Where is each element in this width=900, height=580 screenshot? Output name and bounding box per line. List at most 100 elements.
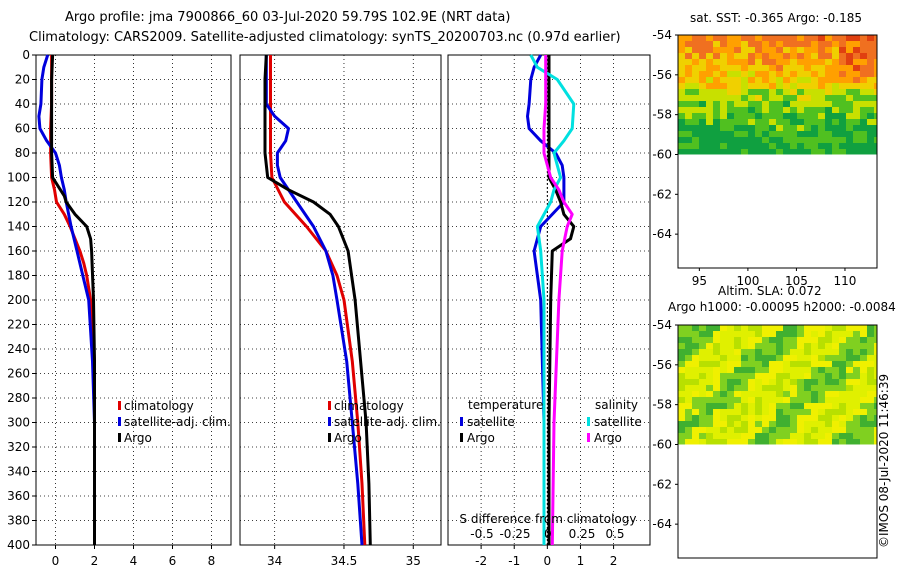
map-cell [706,131,713,137]
map-cell [713,337,720,343]
map-cell [783,137,790,143]
map-cell [713,149,720,155]
map-cell [860,397,867,403]
xlabel: S difference from climatology [460,512,637,526]
map-cell [846,47,853,53]
map-cell [720,415,727,421]
map-cell [706,77,713,83]
map-cell [734,83,741,89]
map-cell [860,343,867,349]
map-cell [727,325,734,331]
map-cell [797,65,804,71]
map-cell [818,41,825,47]
map-cell [762,101,769,107]
map-cell [874,41,877,47]
map-cell [769,35,776,41]
map-cell [748,119,755,125]
map-cell [860,119,867,125]
map-cell [720,385,727,391]
map-cell [720,53,727,59]
map-cell [734,65,741,71]
map-cell [825,113,832,119]
map-cell [734,361,741,367]
map-cell [846,113,853,119]
map-cell [741,59,748,65]
map-cell [727,355,734,361]
map-cell [790,403,797,409]
map-cell [678,35,685,41]
map-cell [790,433,797,439]
map-cell [818,149,825,155]
map-cell [734,379,741,385]
map-cell [860,35,867,41]
map-cell [755,355,762,361]
map-cell [692,41,699,47]
map-cell [678,439,685,445]
map-cell [867,77,874,83]
map-cell [860,83,867,89]
map-cell [783,337,790,343]
map-cell [797,415,804,421]
map-cell [867,83,874,89]
map-cell [818,35,825,41]
map-cell [692,373,699,379]
map-cell [832,361,839,367]
map-cell [853,71,860,77]
map-cell [727,439,734,445]
map-x-tick-label: 105 [785,274,808,288]
map-cell [776,337,783,343]
map-cell [741,113,748,119]
map-cell [874,373,877,379]
map-cell [685,119,692,125]
map-cell [783,433,790,439]
map-cell [811,71,818,77]
map-cell [825,131,832,137]
map-cell [825,397,832,403]
map-cell [755,89,762,95]
map-cell [860,95,867,101]
map-cell [692,83,699,89]
map-cell [685,337,692,343]
map-cell [797,367,804,373]
map-cell [818,89,825,95]
map-cell [685,355,692,361]
map-cell [692,385,699,391]
map-cell [818,427,825,433]
map-cell [846,35,853,41]
map-cell [867,403,874,409]
map-cell [692,361,699,367]
map-cell [839,439,846,445]
map-title: Altim. SLA: 0.072 [718,284,822,298]
map-cell [783,149,790,155]
map-cell [874,83,877,89]
map-cell [804,137,811,143]
map-cell [867,47,874,53]
map-cell [776,385,783,391]
map-cell [748,143,755,149]
map-cell [713,343,720,349]
map-cell [839,403,846,409]
map-cell [846,361,853,367]
map-cell [720,35,727,41]
map-cell [818,143,825,149]
map-cell [818,409,825,415]
map-cell [678,337,685,343]
map-cell [762,95,769,101]
map-cell [699,83,706,89]
map-cell [769,53,776,59]
map-cell [797,373,804,379]
map-cell [769,349,776,355]
map-cell [811,107,818,113]
y-tick-label: 320 [7,440,30,454]
map-cell [811,391,818,397]
map-cell [839,131,846,137]
map-cell [825,149,832,155]
map-cell [692,415,699,421]
map-cell [867,59,874,65]
map-cell [776,95,783,101]
x-tick-label: 35 [406,554,421,568]
map-cell [755,427,762,433]
map-cell [706,385,713,391]
map-cell [692,337,699,343]
map-cell [811,421,818,427]
